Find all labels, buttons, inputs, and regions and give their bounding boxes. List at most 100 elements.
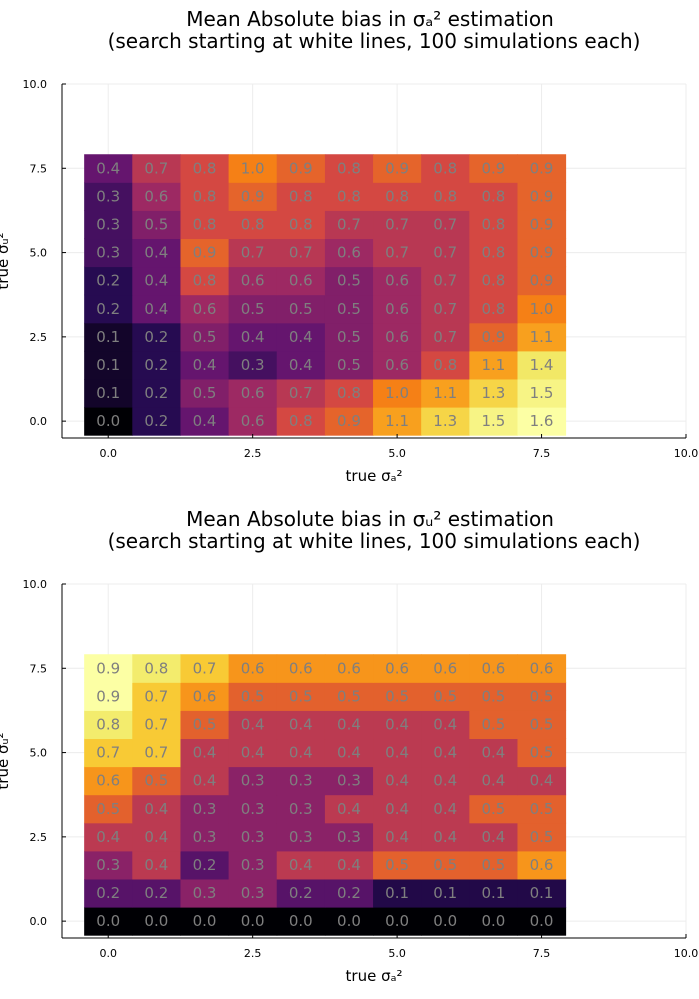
heatmap-cell	[276, 766, 326, 796]
heatmap-cell	[228, 654, 278, 683]
cell-value-label: 0.2	[144, 884, 168, 902]
cell-value-label: 0.4	[144, 272, 168, 290]
cell-value-label: 1.3	[433, 412, 457, 430]
heatmap-cell	[132, 654, 181, 683]
cell-value-label: 0.4	[241, 328, 265, 346]
cell-value-label: 0.1	[96, 356, 120, 374]
x-tick-label: 0.0	[99, 447, 117, 460]
cell-value-label: 0.1	[96, 328, 120, 346]
y-axis-label: true σᵤ²	[0, 232, 12, 289]
cell-value-label: 0.8	[193, 272, 217, 290]
cell-value-label: 0.0	[385, 912, 409, 930]
heatmap-cell	[132, 379, 181, 408]
heatmap-cell	[228, 794, 278, 824]
heatmap-cell	[373, 850, 422, 880]
cell-value-label: 0.3	[241, 772, 265, 790]
cell-value-label: 0.8	[289, 187, 313, 205]
cell-value-label: 0.8	[433, 159, 457, 177]
heatmap-cell	[469, 210, 518, 240]
cell-value-label: 0.0	[96, 912, 120, 930]
heatmap-cell	[517, 822, 567, 852]
heatmap-cell	[421, 350, 470, 380]
cell-value-label: 0.7	[433, 272, 457, 290]
cell-value-label: 0.8	[481, 215, 505, 233]
heatmap-cell	[228, 294, 278, 324]
heatmap-cell	[517, 850, 567, 880]
cell-value-label: 0.2	[193, 856, 217, 874]
cell-value-label: 0.2	[289, 884, 313, 902]
chart-subtitle: (search starting at white lines, 100 sim…	[108, 529, 641, 553]
cell-value-label: 0.1	[433, 884, 457, 902]
cell-value-label: 0.9	[96, 659, 120, 677]
heatmap-cell	[469, 182, 518, 211]
heatmap-cell	[517, 794, 567, 824]
heatmap-cell	[132, 822, 181, 852]
x-tick-label: 7.5	[533, 447, 551, 460]
cell-value-label: 0.5	[385, 856, 409, 874]
cell-value-label: 0.2	[144, 328, 168, 346]
heatmap-cell	[324, 822, 374, 852]
heatmap-cell	[517, 266, 567, 296]
cell-value-label: 0.0	[289, 912, 313, 930]
y-tick-label: 0.0	[30, 915, 48, 928]
heatmap-cell	[324, 210, 374, 240]
heatmap-cell	[180, 710, 230, 740]
heatmap-cell	[324, 266, 374, 296]
cell-value-label: 0.9	[530, 244, 554, 262]
heatmap-cell	[132, 710, 181, 740]
cell-value-label: 0.4	[289, 715, 313, 733]
cell-value-label: 0.8	[337, 384, 361, 402]
cell-value-label: 0.4	[144, 856, 168, 874]
heatmap-cell	[132, 294, 181, 324]
heatmap-cell	[228, 238, 278, 268]
heatmap-cell	[132, 182, 181, 211]
cell-value-label: 0.4	[481, 744, 505, 762]
heatmap-cell	[421, 294, 470, 324]
heatmap-cell	[517, 294, 567, 324]
cell-value-label: 1.5	[530, 384, 554, 402]
heatmap-cell	[276, 266, 326, 296]
cell-value-label: 0.4	[433, 828, 457, 846]
heatmap-cell	[421, 154, 470, 183]
cell-value-label: 0.7	[433, 328, 457, 346]
heatmap-cell	[228, 682, 278, 711]
heatmap-cell	[132, 407, 181, 436]
heatmap-cell	[84, 154, 133, 183]
heatmap-cell	[180, 210, 230, 240]
cell-value-label: 0.8	[433, 356, 457, 374]
heatmap-cell	[228, 210, 278, 240]
x-tick-label: 7.5	[533, 947, 551, 960]
cell-value-label: 0.7	[144, 715, 168, 733]
heatmap-cell	[276, 738, 326, 768]
heatmap-cell	[132, 879, 181, 908]
heatmap-cell	[180, 766, 230, 796]
heatmap-cell	[373, 822, 422, 852]
cell-value-label: 0.9	[530, 272, 554, 290]
cell-value-label: 0.5	[385, 687, 409, 705]
cell-value-label: 0.7	[144, 744, 168, 762]
heatmap-cell	[324, 322, 374, 352]
heatmap-cell	[228, 766, 278, 796]
x-axis-label: true σₐ²	[346, 967, 403, 985]
heatmap-cell	[324, 238, 374, 268]
heatmap-cell	[180, 907, 230, 936]
cell-value-label: 0.7	[433, 300, 457, 318]
heatmap-cell	[421, 654, 470, 683]
heatmap-cell	[517, 407, 567, 436]
cell-value-label: 0.7	[144, 159, 168, 177]
heatmap-cell	[132, 322, 181, 352]
heatmap-cell	[373, 738, 422, 768]
heatmap-cell	[228, 822, 278, 852]
cell-value-label: 0.2	[144, 356, 168, 374]
heatmap-cell	[84, 794, 133, 824]
heatmap-cell	[84, 407, 133, 436]
cell-value-label: 0.5	[433, 687, 457, 705]
heatmap-cell	[469, 294, 518, 324]
cell-value-label: 0.6	[241, 384, 265, 402]
cell-value-label: 0.6	[530, 659, 554, 677]
heatmap-cell	[228, 710, 278, 740]
heatmap-cell	[132, 210, 181, 240]
cell-value-label: 0.8	[385, 187, 409, 205]
heatmap-cell	[132, 682, 181, 711]
heatmap-cell	[517, 379, 567, 408]
